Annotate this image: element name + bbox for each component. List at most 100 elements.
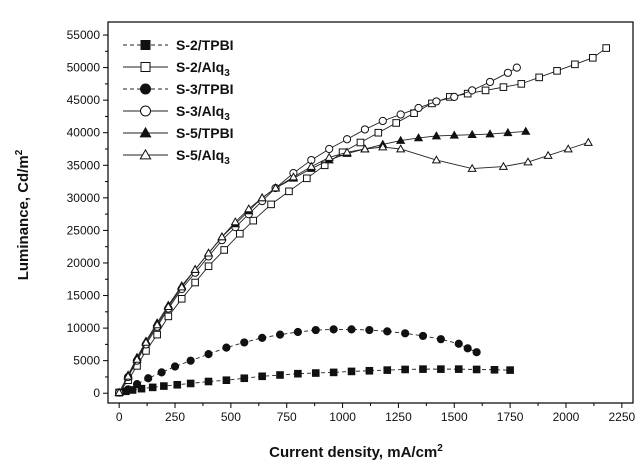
legend-entry: S-3/TPBI xyxy=(123,81,234,97)
data-point xyxy=(276,371,284,379)
data-point xyxy=(517,80,526,88)
legend-marker xyxy=(140,105,151,117)
data-point xyxy=(163,301,173,310)
data-point xyxy=(275,330,285,339)
data-point xyxy=(342,135,352,144)
data-point xyxy=(258,333,267,342)
legend-marker xyxy=(140,40,151,50)
data-point xyxy=(303,174,311,183)
legend-entry: S-2/TPBI xyxy=(123,37,234,53)
data-point xyxy=(365,325,374,335)
y-tick-label: 20000 xyxy=(67,256,101,270)
data-point xyxy=(396,110,405,119)
data-point xyxy=(132,354,142,363)
series-s-5-alq3 xyxy=(114,137,593,396)
data-point xyxy=(186,379,195,388)
y-tick-label: 45000 xyxy=(67,93,101,107)
data-point xyxy=(463,344,472,353)
legend-entry: S-2/Alq3 xyxy=(123,59,230,79)
legend-entry: S-3/Alq3 xyxy=(123,103,230,123)
data-point xyxy=(270,183,281,192)
data-point xyxy=(472,348,481,357)
data-point xyxy=(190,264,200,273)
data-point xyxy=(132,380,142,389)
data-point xyxy=(244,204,254,213)
legend-label: S-3/Alq3 xyxy=(176,103,230,123)
plot-frame xyxy=(107,21,634,404)
data-point xyxy=(553,67,561,75)
data-point xyxy=(141,337,151,346)
data-point xyxy=(450,92,459,101)
x-tick-label: 1250 xyxy=(385,410,412,424)
x-tick-label: 2000 xyxy=(553,410,580,424)
data-point xyxy=(160,382,168,390)
data-point xyxy=(378,142,388,151)
data-point xyxy=(311,369,320,377)
y-tick-label: 40000 xyxy=(67,126,101,140)
data-point xyxy=(503,127,513,137)
data-point xyxy=(485,77,495,87)
data-point xyxy=(401,329,410,338)
legend-marker xyxy=(140,83,151,95)
data-point xyxy=(240,338,249,347)
data-point xyxy=(177,294,186,303)
data-point xyxy=(324,152,334,161)
data-point xyxy=(222,376,231,385)
legend-label: S-2/Alq3 xyxy=(176,59,230,79)
data-point xyxy=(152,320,162,329)
data-point xyxy=(436,335,445,344)
legend-label: S-5/TPBI xyxy=(176,125,234,141)
data-point xyxy=(177,282,187,291)
x-tick-label: 500 xyxy=(221,410,241,424)
x-tick-label: 1000 xyxy=(329,410,356,424)
data-point xyxy=(204,350,213,359)
legend-marker xyxy=(139,148,152,160)
data-point xyxy=(342,147,352,156)
data-point xyxy=(383,327,392,336)
data-point xyxy=(383,366,392,374)
data-point xyxy=(360,125,370,134)
data-point xyxy=(499,83,508,91)
data-point xyxy=(148,383,157,392)
data-point xyxy=(506,366,514,374)
data-point xyxy=(170,362,180,371)
data-point xyxy=(602,44,610,52)
data-point xyxy=(490,365,499,374)
data-point xyxy=(535,73,543,82)
data-point xyxy=(485,129,495,138)
data-point xyxy=(114,387,124,396)
data-point xyxy=(204,377,213,386)
data-point xyxy=(563,144,573,153)
data-point xyxy=(378,116,387,126)
x-axis-title: Current density, mA/cm2 xyxy=(269,443,443,461)
data-point xyxy=(123,371,133,380)
data-point xyxy=(432,97,441,106)
data-point xyxy=(347,367,356,376)
data-point xyxy=(481,86,490,95)
data-point xyxy=(311,325,320,335)
data-point xyxy=(571,60,579,69)
data-point xyxy=(217,232,227,241)
y-tick-label: 25000 xyxy=(67,223,101,237)
data-point xyxy=(329,325,338,334)
data-point xyxy=(306,161,316,170)
data-point xyxy=(293,327,302,337)
data-point xyxy=(204,262,213,271)
legend-label: S-5/Alq3 xyxy=(176,147,230,167)
series-line xyxy=(118,67,518,393)
data-point xyxy=(431,155,442,164)
data-point xyxy=(454,365,463,373)
data-point xyxy=(512,63,521,72)
data-point xyxy=(360,144,370,153)
data-point xyxy=(523,157,533,166)
data-point xyxy=(157,368,166,377)
legend-marker xyxy=(139,126,152,138)
y-axis-title: Luminance, Cd/m2 xyxy=(14,149,32,280)
data-point xyxy=(503,68,512,77)
data-point xyxy=(267,200,275,209)
data-point xyxy=(220,246,228,254)
data-point xyxy=(203,248,214,257)
y-tick-label: 0 xyxy=(93,386,100,400)
data-point xyxy=(396,144,406,153)
data-point xyxy=(191,278,199,287)
